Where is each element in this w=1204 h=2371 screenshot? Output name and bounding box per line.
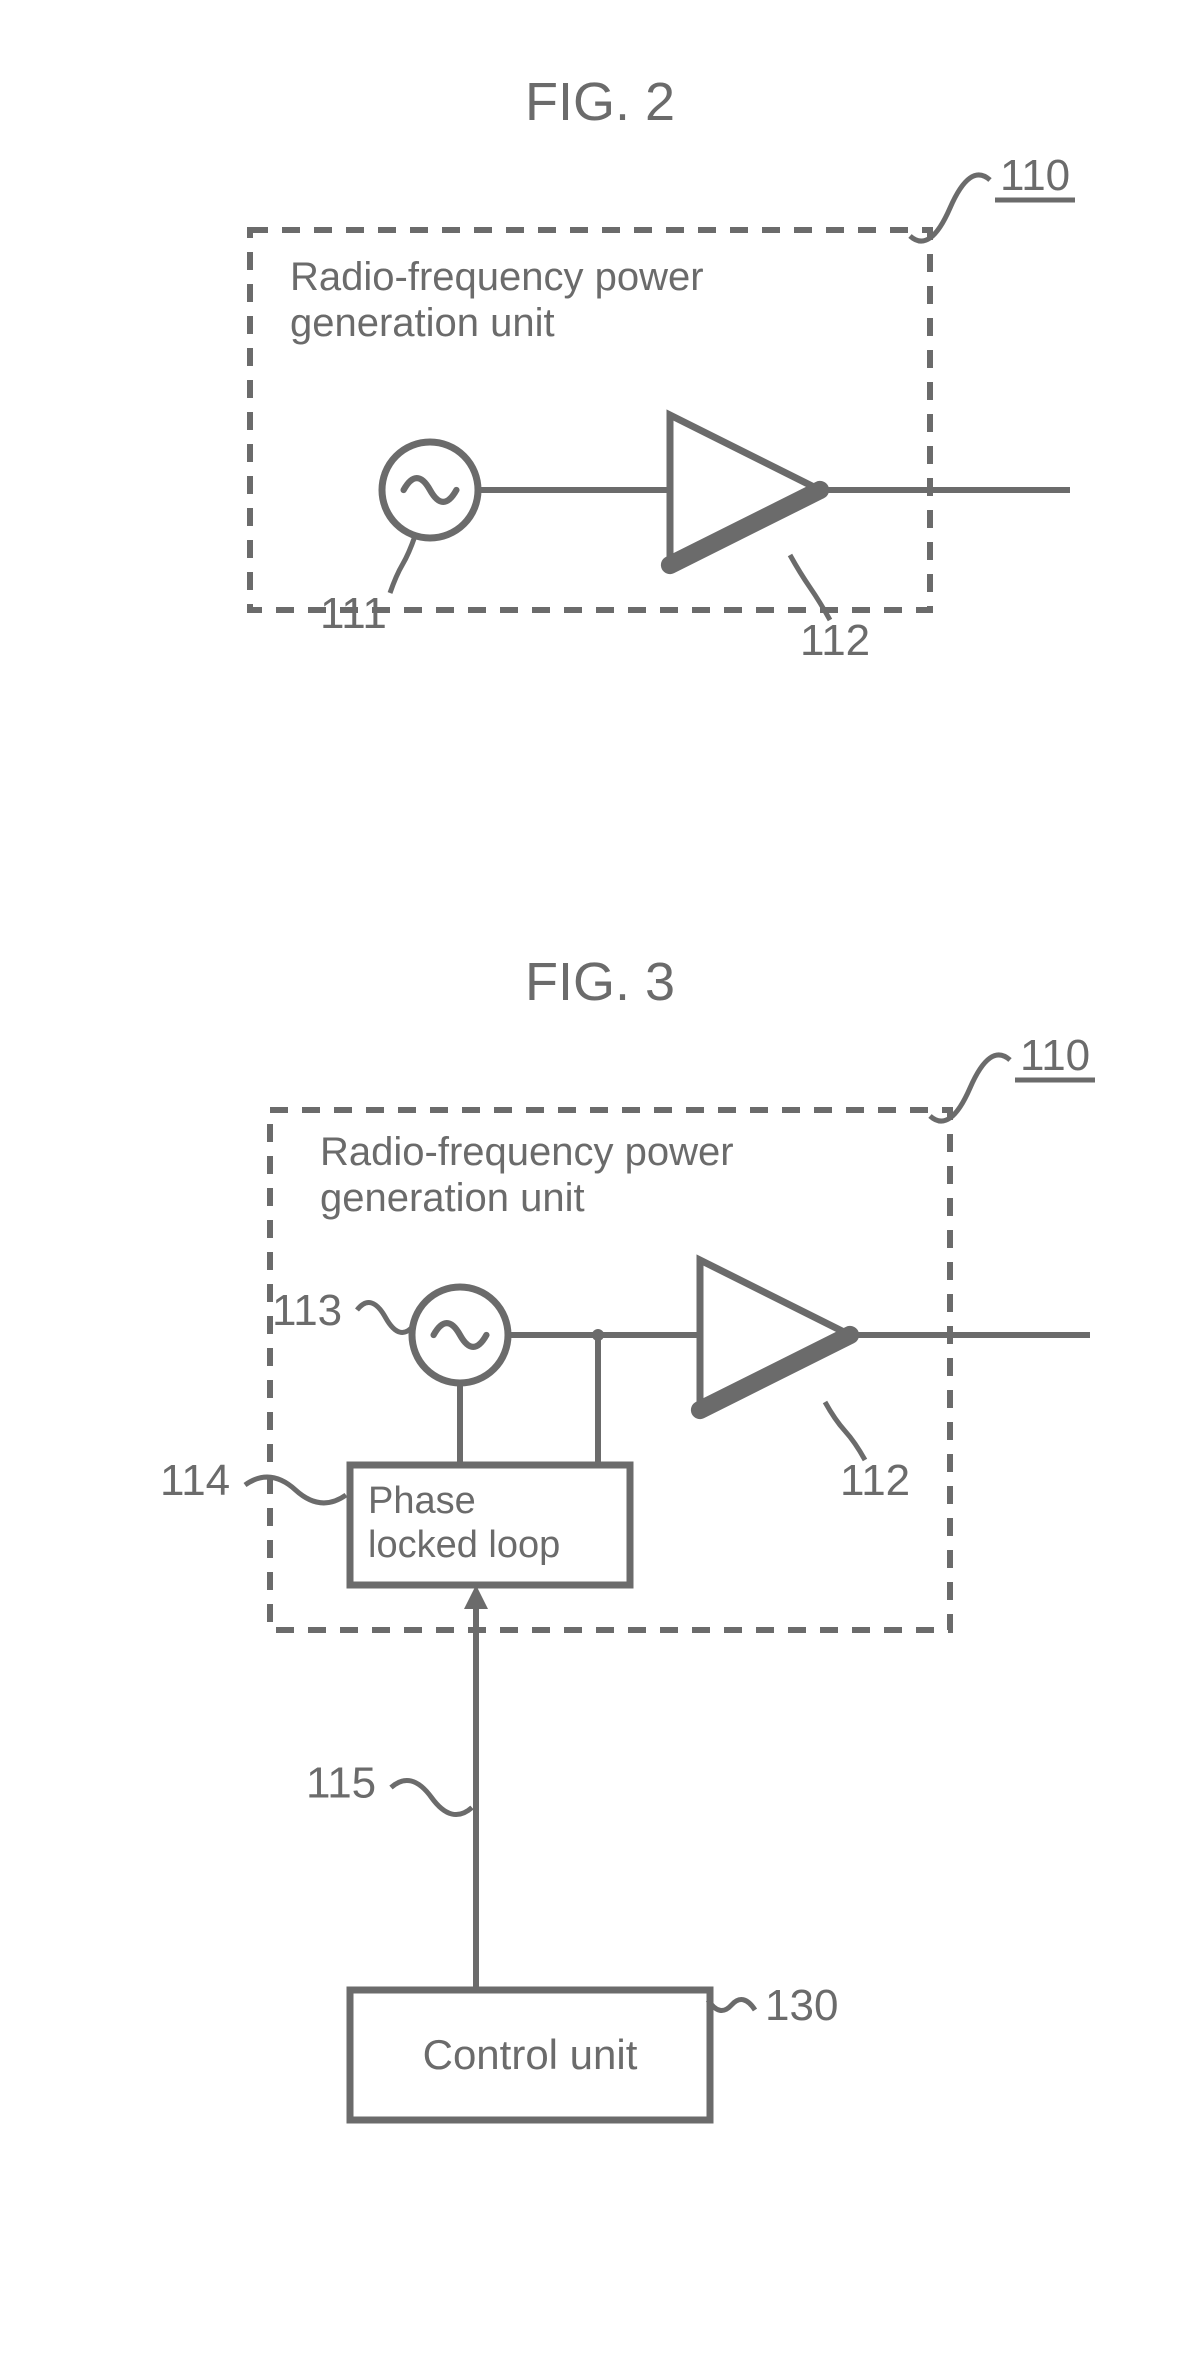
fig3-ref-110: 110 [1020,1031,1090,1080]
fig3-ref-114: 114 [160,1456,230,1505]
fig2-box-label: Radio-frequency powergeneration unit [290,255,704,345]
fig2-ref-110: 110 [1000,151,1070,200]
fig3-ref-112: 112 [840,1456,910,1505]
fig3-ref-115: 115 [306,1759,376,1808]
fig3-pll-label: Phaselocked loop [368,1480,560,1566]
fig2-ref-112: 112 [800,616,870,665]
fig3-box-label: Radio-frequency powergeneration unit [320,1130,734,1220]
fig3-ref-130: 130 [765,1981,838,2030]
fig3-ref-113: 113 [272,1286,342,1335]
fig3-title: FIG. 3 [525,952,675,1012]
fig3-control-label: Control unit [423,2031,638,2078]
fig-2: FIG. 2 Radio-frequency powergeneration un… [250,72,1075,665]
fig-3: FIG. 3 Radio-frequency powergeneration un… [160,952,1095,2120]
fig2-title: FIG. 2 [525,72,675,132]
fig2-ref-111: 111 [320,589,387,638]
